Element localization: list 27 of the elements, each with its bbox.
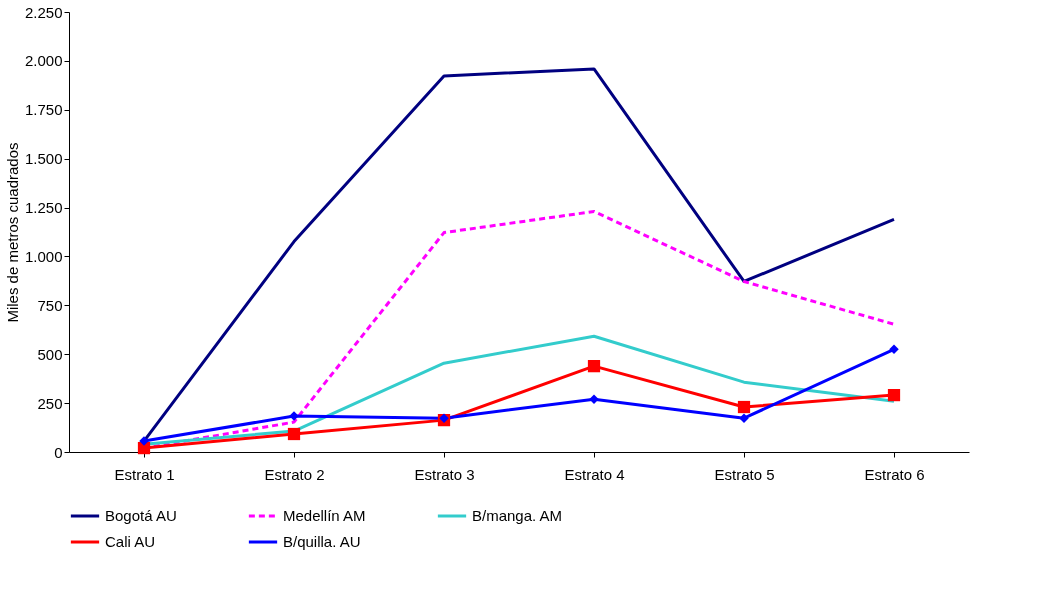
y-tick-label: 1.750 xyxy=(24,101,63,119)
x-tick-label: Estrato 2 xyxy=(264,465,325,483)
point xyxy=(737,400,751,414)
legend-label: Cali AU xyxy=(105,533,156,550)
x-tick-label: Estrato 4 xyxy=(564,465,625,483)
y-tick-label: 2.000 xyxy=(24,52,63,70)
point xyxy=(587,360,601,373)
y-tick-label: 500 xyxy=(37,345,63,363)
y-tick-label: 2.250 xyxy=(24,3,63,21)
x-tick-label: Estrato 3 xyxy=(414,465,475,483)
y-tick-label: 1.000 xyxy=(24,247,63,265)
legend-label: Bogotá AU xyxy=(105,507,177,524)
y-tick-label: 1.500 xyxy=(24,150,63,168)
legend-label: B/manga. AM xyxy=(472,507,563,524)
x-tick-label: Estrato 6 xyxy=(864,465,925,483)
point xyxy=(287,427,301,441)
legend-label: B/quilla. AU xyxy=(283,533,361,550)
y-axis-title: Miles de metros cuadrados xyxy=(3,142,21,323)
point xyxy=(889,344,899,355)
y-tick-label: 0 xyxy=(54,443,63,461)
y-tick-label: 750 xyxy=(37,296,63,314)
x-tick-label: Estrato 5 xyxy=(714,465,775,483)
x-tick-label: Estrato 1 xyxy=(114,465,175,483)
legend-label: Medellín AM xyxy=(283,507,366,524)
y-tick-label: 1.250 xyxy=(24,199,63,217)
y-tick-label: 250 xyxy=(37,394,63,412)
point xyxy=(887,388,901,402)
